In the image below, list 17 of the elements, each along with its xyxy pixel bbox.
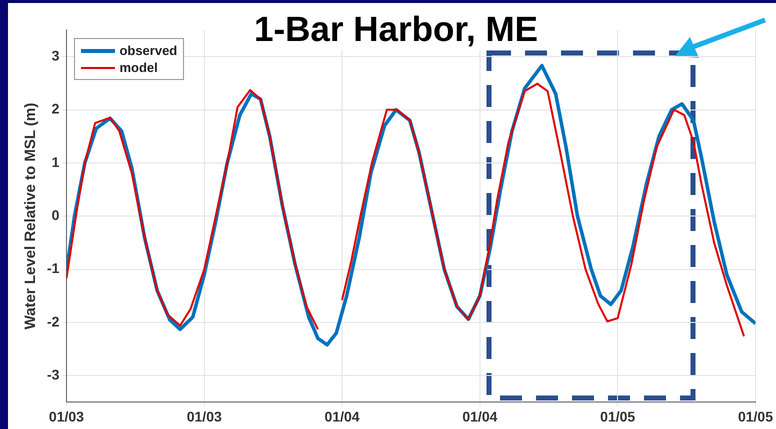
y-tick-label: 2: [52, 100, 60, 117]
x-tick-label: 01/04: [324, 408, 360, 424]
y-tick-label: -2: [46, 313, 60, 330]
y-tick-label: 1: [52, 154, 60, 170]
legend-label: model: [119, 60, 158, 75]
x-tick-label: 01/04: [462, 408, 498, 424]
y-tick-label: 3: [52, 47, 60, 64]
x-tick-label: 01/05: [738, 408, 774, 424]
x-tick-label: 01/03: [48, 408, 84, 424]
y-axis-title: Water Level Relative to MSL (m): [22, 102, 40, 330]
y-tick-label: -1: [46, 260, 60, 276]
x-tick-label: 01/05: [600, 408, 636, 424]
chart-title: 1-Bar Harbor, ME: [248, 10, 544, 50]
y-tick-label: 0: [52, 206, 60, 223]
y-tick-label: -3: [46, 366, 60, 382]
legend-label: observed: [119, 43, 178, 58]
x-tick-label: 01/03: [186, 408, 222, 424]
